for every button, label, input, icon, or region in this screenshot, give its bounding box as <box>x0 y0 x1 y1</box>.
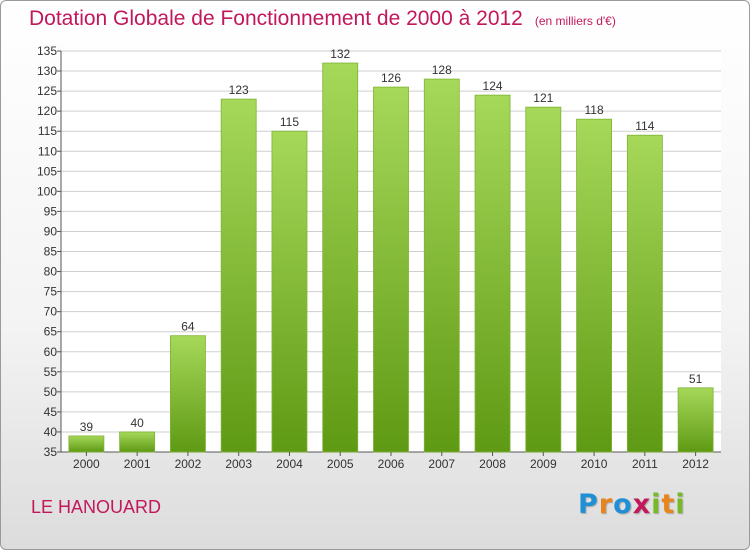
y-tick-label: 105 <box>37 164 57 178</box>
y-tick-label: 100 <box>37 184 57 198</box>
chart-subtitle: (en milliers d'€) <box>534 14 616 28</box>
y-tick-label: 120 <box>37 104 57 118</box>
value-label-2009: 121 <box>533 91 553 105</box>
bar-2010 <box>576 118 612 453</box>
y-tick-label: 70 <box>44 305 58 319</box>
value-label-2008: 124 <box>483 79 503 93</box>
chart-title-text: Dotation Globale de Fonctionnement de 20… <box>29 7 523 30</box>
y-tick-label: 35 <box>44 445 58 459</box>
y-tick-label: 40 <box>44 425 58 439</box>
logo-letter: r <box>598 489 614 520</box>
y-tick-label: 95 <box>44 204 58 218</box>
x-tick-label-2003: 2003 <box>225 457 252 471</box>
bar-2002 <box>170 335 206 453</box>
logo-letter: x <box>632 489 652 520</box>
x-tick-label-2008: 2008 <box>479 457 506 471</box>
y-tick-label: 65 <box>44 325 58 339</box>
y-tick-label: 90 <box>44 224 58 238</box>
x-tick-label-2000: 2000 <box>73 457 100 471</box>
bar-2012 <box>677 387 714 453</box>
value-label-2005: 132 <box>330 47 350 61</box>
bar-2004 <box>271 130 308 453</box>
logo-letter: o <box>613 489 633 520</box>
y-tick-label: 60 <box>44 345 58 359</box>
y-tick-label: 80 <box>44 265 58 279</box>
value-label-2004: 115 <box>280 115 299 129</box>
bar-2001 <box>119 431 156 453</box>
bar-2009 <box>525 106 562 453</box>
x-tick-label-2002: 2002 <box>175 457 202 471</box>
bar-2000 <box>68 435 105 453</box>
bar-2003 <box>220 98 257 453</box>
bar-2005 <box>322 62 359 453</box>
x-tick-label-2004: 2004 <box>276 457 303 471</box>
y-tick-label: 45 <box>44 405 58 419</box>
value-label-2003: 123 <box>229 83 249 97</box>
y-tick-label: 130 <box>37 64 57 78</box>
commune-name: LE HANOUARD <box>31 497 162 517</box>
value-label-2012: 51 <box>689 372 703 386</box>
x-tick-label-2011: 2011 <box>632 457 658 471</box>
x-tick-label-2012: 2012 <box>682 457 709 471</box>
x-tick-label-2010: 2010 <box>581 457 608 471</box>
bar-2011 <box>626 134 663 453</box>
value-label-2007: 128 <box>432 63 452 77</box>
y-tick-label: 50 <box>44 385 58 399</box>
bar-2006 <box>373 86 409 453</box>
value-label-2010: 118 <box>585 103 604 117</box>
y-tick-label: 115 <box>38 124 57 138</box>
x-tick-label-2007: 2007 <box>428 457 455 471</box>
x-tick-label-2009: 2009 <box>530 457 557 471</box>
y-tick-label: 85 <box>44 245 58 259</box>
chart-title: Dotation Globale de Fonctionnement de 20… <box>29 7 616 31</box>
value-label-2011: 114 <box>635 119 654 133</box>
x-tick-label-2006: 2006 <box>378 457 405 471</box>
value-label-2000: 39 <box>80 420 94 434</box>
bar-2008 <box>474 94 511 453</box>
proxiti-logo[interactable]: Proxiti <box>578 489 686 520</box>
x-tick-label-2005: 2005 <box>327 457 354 471</box>
logo-letter: t <box>661 489 676 520</box>
logo-letter: i <box>675 489 686 520</box>
value-label-2006: 126 <box>381 71 401 85</box>
value-label-2002: 64 <box>181 320 195 334</box>
y-tick-label: 125 <box>37 84 57 98</box>
y-tick-label: 135 <box>37 44 57 58</box>
y-tick-label: 110 <box>38 144 57 158</box>
logo-letter: P <box>578 489 599 520</box>
value-label-2001: 40 <box>130 416 144 430</box>
logo-letter: i <box>651 489 662 520</box>
y-tick-label: 75 <box>44 285 58 299</box>
y-tick-label: 55 <box>44 365 58 379</box>
x-tick-label-2001: 2001 <box>124 457 151 471</box>
bar-2007 <box>423 78 460 453</box>
